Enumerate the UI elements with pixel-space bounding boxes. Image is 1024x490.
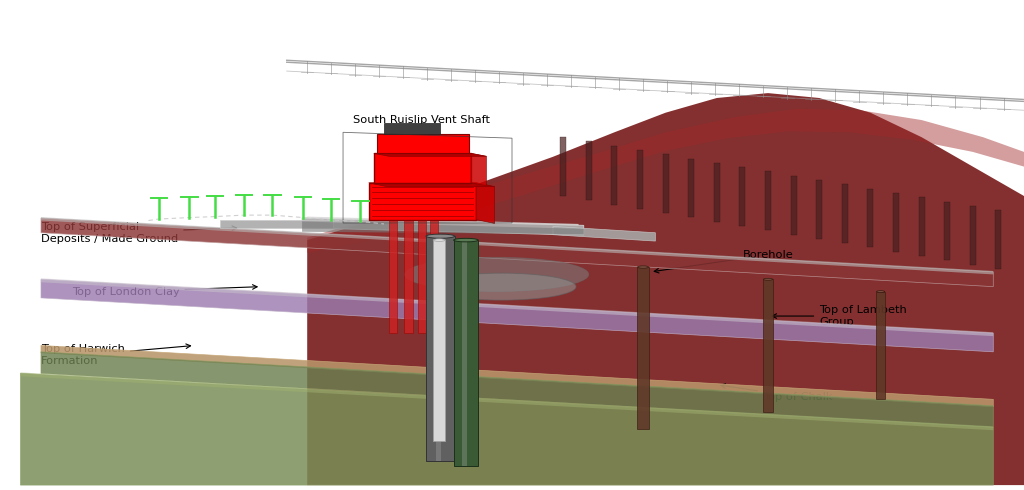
Polygon shape [307,217,579,225]
Polygon shape [374,153,486,156]
Text: Top of Chalk: Top of Chalk [721,384,833,402]
Polygon shape [369,183,495,187]
FancyBboxPatch shape [430,220,438,333]
FancyBboxPatch shape [970,206,976,265]
FancyBboxPatch shape [842,184,848,243]
Polygon shape [41,278,993,336]
Polygon shape [471,153,486,186]
FancyBboxPatch shape [867,189,873,247]
FancyBboxPatch shape [374,153,471,183]
Polygon shape [302,221,584,234]
FancyBboxPatch shape [995,210,1001,269]
FancyBboxPatch shape [663,154,669,213]
FancyBboxPatch shape [586,142,592,200]
FancyBboxPatch shape [688,159,694,218]
Polygon shape [476,183,495,223]
Ellipse shape [433,239,445,241]
Polygon shape [553,226,655,241]
FancyBboxPatch shape [893,193,899,252]
FancyBboxPatch shape [714,163,720,221]
Polygon shape [41,217,993,274]
Text: Top of Superficial
Deposits / Made Ground: Top of Superficial Deposits / Made Groun… [41,222,237,244]
Ellipse shape [404,257,589,292]
FancyBboxPatch shape [791,176,797,235]
FancyBboxPatch shape [560,137,566,196]
FancyBboxPatch shape [944,201,950,260]
FancyBboxPatch shape [763,279,773,412]
Polygon shape [41,218,993,287]
FancyBboxPatch shape [919,197,925,256]
FancyBboxPatch shape [611,146,617,205]
FancyBboxPatch shape [816,180,822,239]
Polygon shape [41,345,993,407]
FancyBboxPatch shape [377,134,469,153]
FancyBboxPatch shape [637,267,649,429]
FancyBboxPatch shape [433,240,445,441]
Polygon shape [41,352,993,427]
Polygon shape [20,373,993,485]
Ellipse shape [428,273,575,300]
FancyBboxPatch shape [739,167,745,226]
Text: Borehole: Borehole [654,250,794,273]
Polygon shape [20,372,993,430]
FancyBboxPatch shape [877,292,885,399]
Text: Top of Lambeth
Group: Top of Lambeth Group [772,305,907,327]
FancyBboxPatch shape [637,150,643,209]
Polygon shape [41,279,993,352]
FancyBboxPatch shape [426,236,455,461]
FancyBboxPatch shape [369,183,476,220]
FancyBboxPatch shape [462,240,467,466]
FancyBboxPatch shape [404,220,413,333]
FancyBboxPatch shape [418,220,426,333]
Polygon shape [307,93,1024,485]
Text: South Ruislip Vent Shaft: South Ruislip Vent Shaft [353,115,490,170]
Ellipse shape [764,278,772,280]
FancyBboxPatch shape [765,172,771,230]
Ellipse shape [454,238,478,242]
FancyBboxPatch shape [384,123,440,134]
Polygon shape [302,218,584,235]
FancyBboxPatch shape [454,240,478,466]
Text: Top of Harwich
Formation: Top of Harwich Formation [41,344,190,366]
FancyBboxPatch shape [436,236,441,461]
FancyBboxPatch shape [389,220,397,333]
Polygon shape [307,109,1024,253]
Polygon shape [220,220,333,228]
Ellipse shape [426,234,455,238]
Ellipse shape [877,291,885,293]
Ellipse shape [638,266,648,268]
Text: Top of London Clay: Top of London Clay [72,285,257,296]
